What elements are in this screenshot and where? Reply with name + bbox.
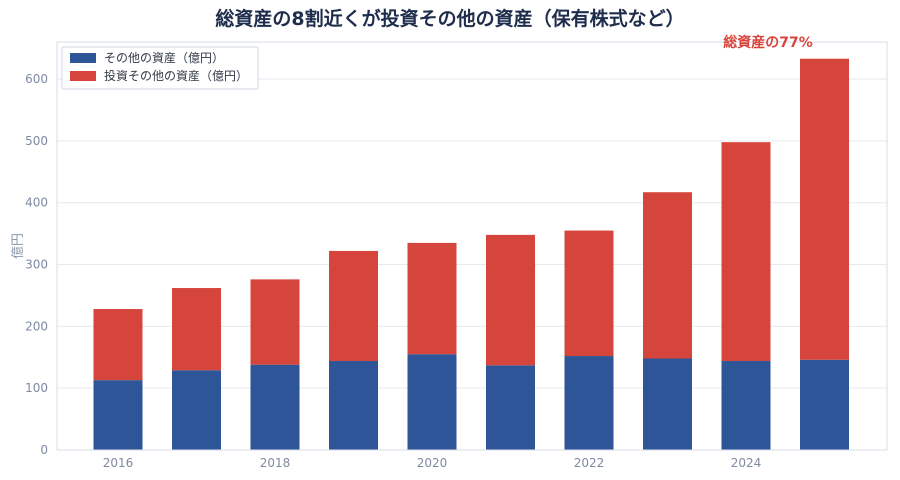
bar-other-assets-2025 — [800, 359, 849, 450]
x-tick-label: 2020 — [417, 456, 448, 470]
y-tick-label: 100 — [25, 381, 48, 395]
y-tick-label: 0 — [40, 443, 48, 457]
bars — [93, 58, 849, 450]
y-tick-label: 400 — [25, 196, 48, 210]
bar-other-assets-2016 — [93, 380, 143, 450]
bar-investment-assets-2023 — [643, 192, 692, 359]
bar-investment-assets-2021 — [486, 234, 535, 366]
bar-investment-assets-2019 — [329, 250, 378, 361]
legend-swatch-investment-assets — [70, 71, 96, 81]
bar-investment-assets-2020 — [407, 242, 457, 355]
chart-title: 総資産の8割近くが投資その他の資産（保有株式など） — [215, 7, 684, 30]
x-tick-label: 2024 — [731, 456, 762, 470]
plot-frame — [56, 41, 888, 451]
bar-investment-assets-2022 — [564, 230, 614, 357]
y-tick-label: 500 — [25, 134, 48, 148]
bar-other-assets-2018 — [250, 364, 300, 450]
axes: 0 100 200 300 400 500 600 2016 2018 2020 2022 2024 — [25, 41, 888, 470]
bar-other-assets-2020 — [407, 354, 457, 450]
y-tick-label: 200 — [25, 319, 48, 333]
bar-other-assets-2019 — [329, 360, 378, 450]
y-axis-label: 億円 — [10, 233, 26, 259]
legend-box — [61, 46, 259, 90]
bar-other-assets-2022 — [564, 356, 614, 450]
bar-investment-assets-2016 — [93, 309, 143, 381]
bar-other-assets-2017 — [172, 370, 221, 450]
bar-other-assets-2021 — [486, 365, 535, 450]
bar-other-assets-2024 — [721, 360, 771, 450]
x-tick-label: 2016 — [103, 456, 134, 470]
bar-investment-assets-2017 — [172, 288, 221, 371]
y-tick-label: 600 — [25, 72, 48, 86]
legend-label-investment-assets: 投資その他の資産（億円） — [104, 68, 248, 83]
x-tick-label: 2022 — [574, 456, 605, 470]
bar-investment-assets-2025 — [800, 58, 849, 360]
x-tick-label: 2018 — [260, 456, 291, 470]
legend-swatch-other-assets — [70, 53, 96, 63]
bar-investment-assets-2024 — [721, 142, 771, 361]
legend-label-other-assets: その他の資産（億円） — [104, 50, 224, 65]
y-tick-label: 300 — [25, 258, 48, 272]
bar-investment-assets-2018 — [250, 279, 300, 365]
annotation-total-assets-share: 総資産の77% — [723, 34, 813, 51]
legend: その他の資産（億円） 投資その他の資産（億円） — [61, 46, 259, 90]
bar-other-assets-2023 — [643, 358, 692, 450]
